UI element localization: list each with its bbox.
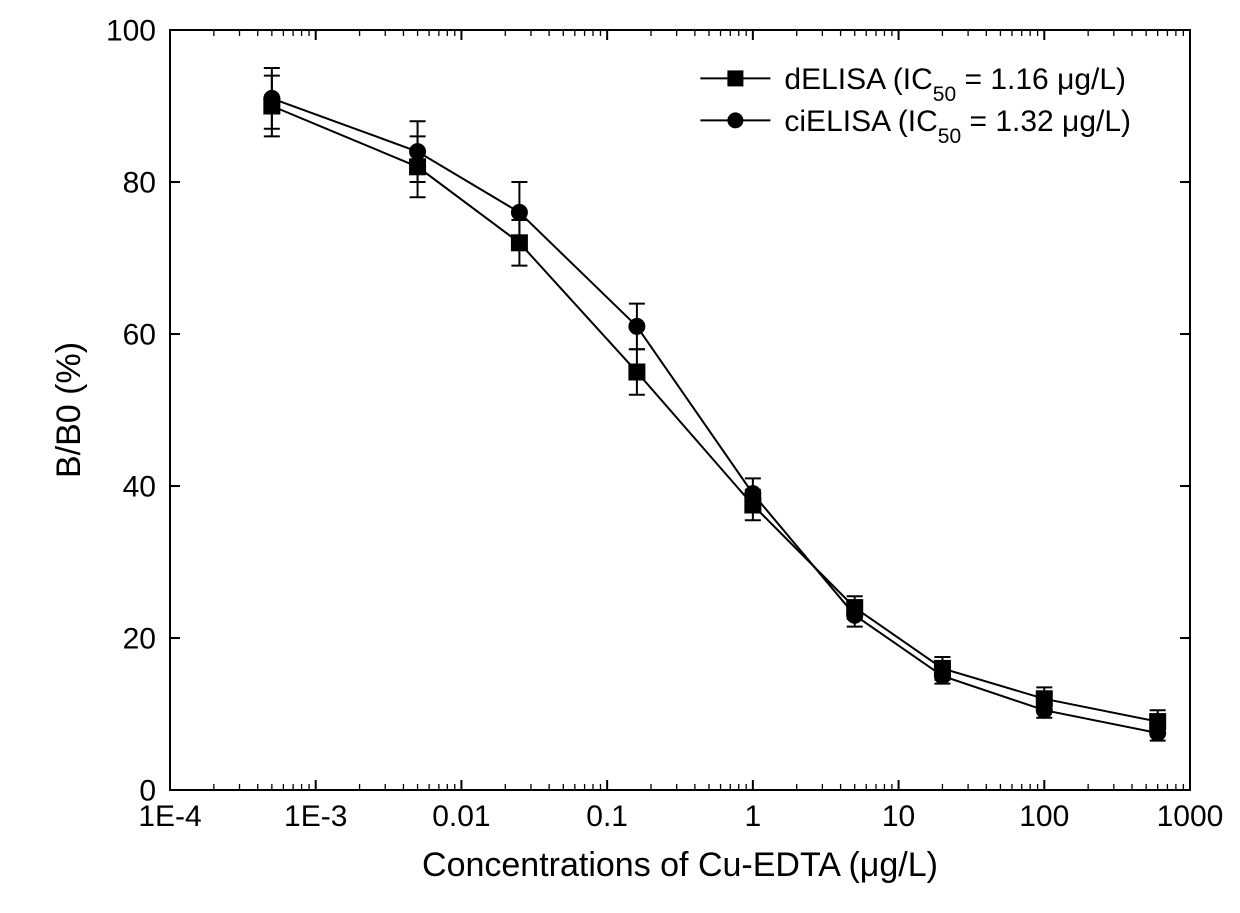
marker-ciELISA bbox=[410, 144, 426, 160]
elisa-dose-response-chart: 1E-41E-30.010.11101001000020406080100Con… bbox=[0, 0, 1240, 913]
x-tick-label: 100 bbox=[1019, 800, 1069, 833]
marker-ciELISA bbox=[1150, 725, 1166, 741]
marker-ciELISA bbox=[511, 204, 527, 220]
x-tick-label: 1E-3 bbox=[284, 800, 347, 833]
x-tick-label: 1 bbox=[745, 800, 762, 833]
marker-dELISA bbox=[629, 364, 645, 380]
y-tick-label: 80 bbox=[123, 167, 156, 200]
series-line-dELISA bbox=[272, 106, 1158, 722]
marker-ciELISA bbox=[745, 486, 761, 502]
marker-ciELISA bbox=[1036, 702, 1052, 718]
x-tick-label: 0.01 bbox=[432, 800, 490, 833]
y-tick-label: 40 bbox=[123, 471, 156, 504]
marker-ciELISA bbox=[629, 318, 645, 334]
x-axis-label: Concentrations of Cu-EDTA (μg/L) bbox=[422, 846, 938, 884]
y-tick-label: 100 bbox=[106, 15, 156, 48]
x-tick-label: 10 bbox=[882, 800, 915, 833]
x-tick-label: 0.1 bbox=[586, 800, 628, 833]
y-tick-label: 60 bbox=[123, 319, 156, 352]
marker-ciELISA bbox=[847, 607, 863, 623]
y-axis-label: B/B0 (%) bbox=[50, 342, 88, 478]
legend-dELISA: dELISA (IC50 = 1.16 μg/L) bbox=[784, 63, 1126, 106]
y-tick-label: 20 bbox=[123, 623, 156, 656]
marker-ciELISA bbox=[934, 668, 950, 684]
chart-svg: 1E-41E-30.010.11101001000020406080100Con… bbox=[0, 0, 1240, 913]
legend-ciELISA: ciELISA (IC50 = 1.32 μg/L) bbox=[784, 105, 1131, 148]
marker-ciELISA bbox=[264, 90, 280, 106]
y-tick-label: 0 bbox=[139, 775, 156, 808]
series-line-ciELISA bbox=[272, 98, 1158, 733]
x-tick-label: 1000 bbox=[1157, 800, 1224, 833]
plot-frame bbox=[170, 30, 1190, 790]
